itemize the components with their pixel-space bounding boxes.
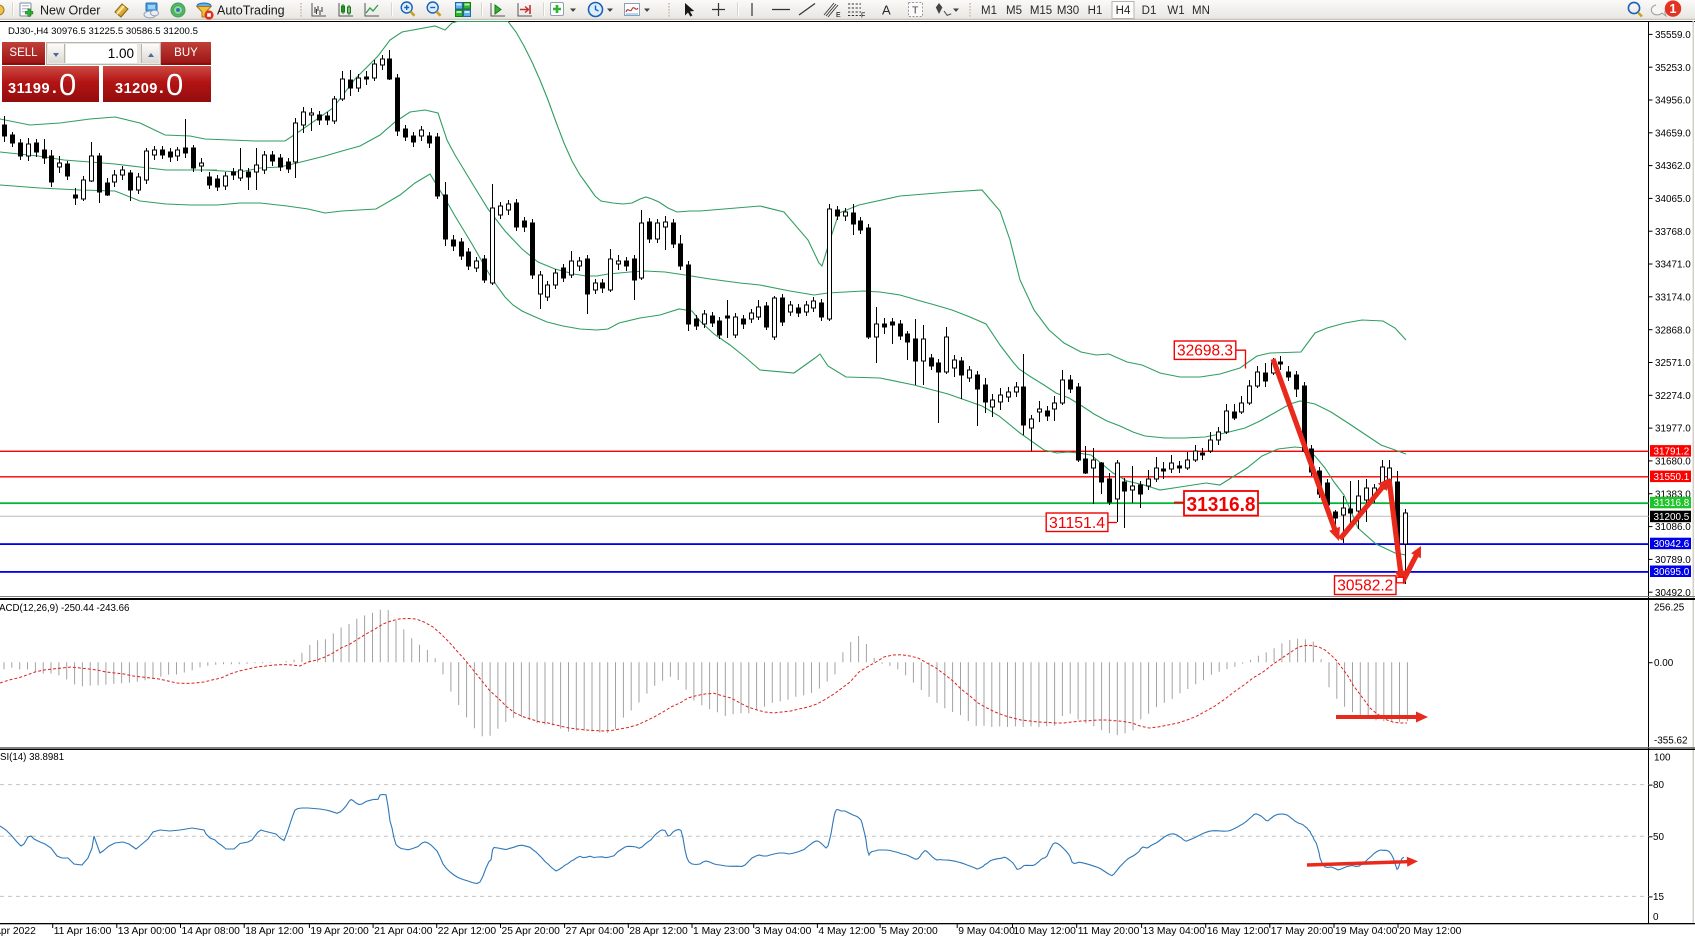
svg-text:F: F [861,13,865,20]
svg-text:DJ30-,H4 30976.5 31225.5 3058: DJ30-,H4 30976.5 31225.5 30586.5 31200.5 [8,26,198,37]
svg-text:3 May 04:00: 3 May 04:00 [755,926,812,936]
svg-text:1: 1 [1670,2,1677,16]
svg-text:W1: W1 [1167,5,1184,17]
svg-text:31680.0: 31680.0 [1655,457,1691,468]
svg-text:32274.0: 32274.0 [1655,391,1691,402]
svg-text:13 May 04:00: 13 May 04:00 [1143,926,1206,936]
svg-text:18 Apr 12:00: 18 Apr 12:00 [245,926,304,936]
svg-text:100: 100 [1654,753,1671,764]
svg-text:33174.0: 33174.0 [1655,292,1691,303]
svg-text:MACD(12,26,9) -250.44 -243.66: MACD(12,26,9) -250.44 -243.66 [0,603,129,614]
svg-text:30492.0: 30492.0 [1655,588,1691,599]
svg-text:AutoTrading: AutoTrading [217,3,285,17]
svg-text:20 May 12:00: 20 May 12:00 [1399,926,1462,936]
svg-text:35253.0: 35253.0 [1655,63,1691,74]
svg-text:4 May 12:00: 4 May 12:00 [818,926,875,936]
svg-text:19 May 04:00: 19 May 04:00 [1335,926,1398,936]
svg-text:31200.5: 31200.5 [1654,512,1690,523]
svg-text:5 May 20:00: 5 May 20:00 [881,926,938,936]
svg-text:34956.0: 34956.0 [1655,96,1691,107]
svg-text:17 May 20:00: 17 May 20:00 [1271,926,1334,936]
svg-text:T: T [912,5,919,17]
svg-text:32698.3: 32698.3 [1177,343,1233,360]
svg-text:New Order: New Order [40,3,100,17]
svg-text:50: 50 [1653,832,1664,843]
svg-text:-355.62: -355.62 [1654,736,1688,747]
svg-text:31151.4: 31151.4 [1049,515,1105,532]
svg-text:34065.0: 34065.0 [1655,194,1691,205]
svg-text:16 May 12:00: 16 May 12:00 [1207,926,1270,936]
svg-text:M1: M1 [981,5,997,17]
svg-text:31977.0: 31977.0 [1655,424,1691,435]
svg-text:11 Apr 16:00: 11 Apr 16:00 [54,926,112,936]
svg-text:256.25: 256.25 [1654,603,1685,614]
svg-text:11 May 20:00: 11 May 20:00 [1078,926,1140,936]
svg-text:0.00: 0.00 [1654,658,1674,669]
svg-text:1 May 23:00: 1 May 23:00 [693,926,750,936]
svg-text:32868.0: 32868.0 [1655,325,1691,336]
svg-text:31791.2: 31791.2 [1654,446,1690,457]
svg-text:32571.0: 32571.0 [1655,358,1691,369]
svg-text:RSI(14) 38.8981: RSI(14) 38.8981 [0,752,64,763]
svg-text:35559.0: 35559.0 [1655,30,1691,41]
svg-text:9 May 04:00: 9 May 04:00 [958,926,1015,936]
svg-text:13 Apr 00:00: 13 Apr 00:00 [118,926,177,936]
svg-text:34362.0: 34362.0 [1655,161,1691,172]
svg-text:10 May 12:00: 10 May 12:00 [1014,926,1077,936]
svg-text:H1: H1 [1088,5,1103,17]
svg-text:22 Apr 12:00: 22 Apr 12:00 [438,926,497,936]
svg-text:31550.1: 31550.1 [1654,472,1690,483]
svg-text:34659.0: 34659.0 [1655,128,1691,139]
svg-text:M5: M5 [1006,5,1022,17]
svg-text:15: 15 [1653,892,1664,903]
svg-text:D1: D1 [1142,5,1157,17]
svg-text:33471.0: 33471.0 [1655,260,1691,271]
svg-text:E: E [836,12,841,19]
svg-text:30789.0: 30789.0 [1655,555,1691,566]
svg-text:27 Apr 04:00: 27 Apr 04:00 [566,926,625,936]
svg-text:80: 80 [1653,780,1664,791]
svg-text:8 Apr 2022: 8 Apr 2022 [0,926,36,936]
svg-text:A: A [882,3,891,18]
svg-text:31383.0: 31383.0 [1655,489,1691,500]
svg-text:30942.6: 30942.6 [1654,539,1690,550]
svg-text:31086.0: 31086.0 [1655,522,1691,533]
svg-text:28 Apr 12:00: 28 Apr 12:00 [629,926,688,936]
svg-text:30582.2: 30582.2 [1337,578,1393,595]
svg-text:H4: H4 [1116,5,1131,17]
svg-text:21 Apr 04:00: 21 Apr 04:00 [374,926,433,936]
svg-text:31316.8: 31316.8 [1654,498,1690,509]
svg-text:M15: M15 [1030,5,1052,17]
svg-text:MN: MN [1192,5,1210,17]
svg-text:33768.0: 33768.0 [1655,227,1691,238]
svg-text:14 Apr 08:00: 14 Apr 08:00 [182,926,241,936]
svg-text:25 Apr 20:00: 25 Apr 20:00 [502,926,561,936]
svg-text:31316.8: 31316.8 [1187,494,1256,516]
svg-text:19 Apr 20:00: 19 Apr 20:00 [310,926,369,936]
svg-text:0: 0 [1653,912,1659,923]
svg-text:M30: M30 [1057,5,1079,17]
svg-text:30695.0: 30695.0 [1654,567,1690,578]
